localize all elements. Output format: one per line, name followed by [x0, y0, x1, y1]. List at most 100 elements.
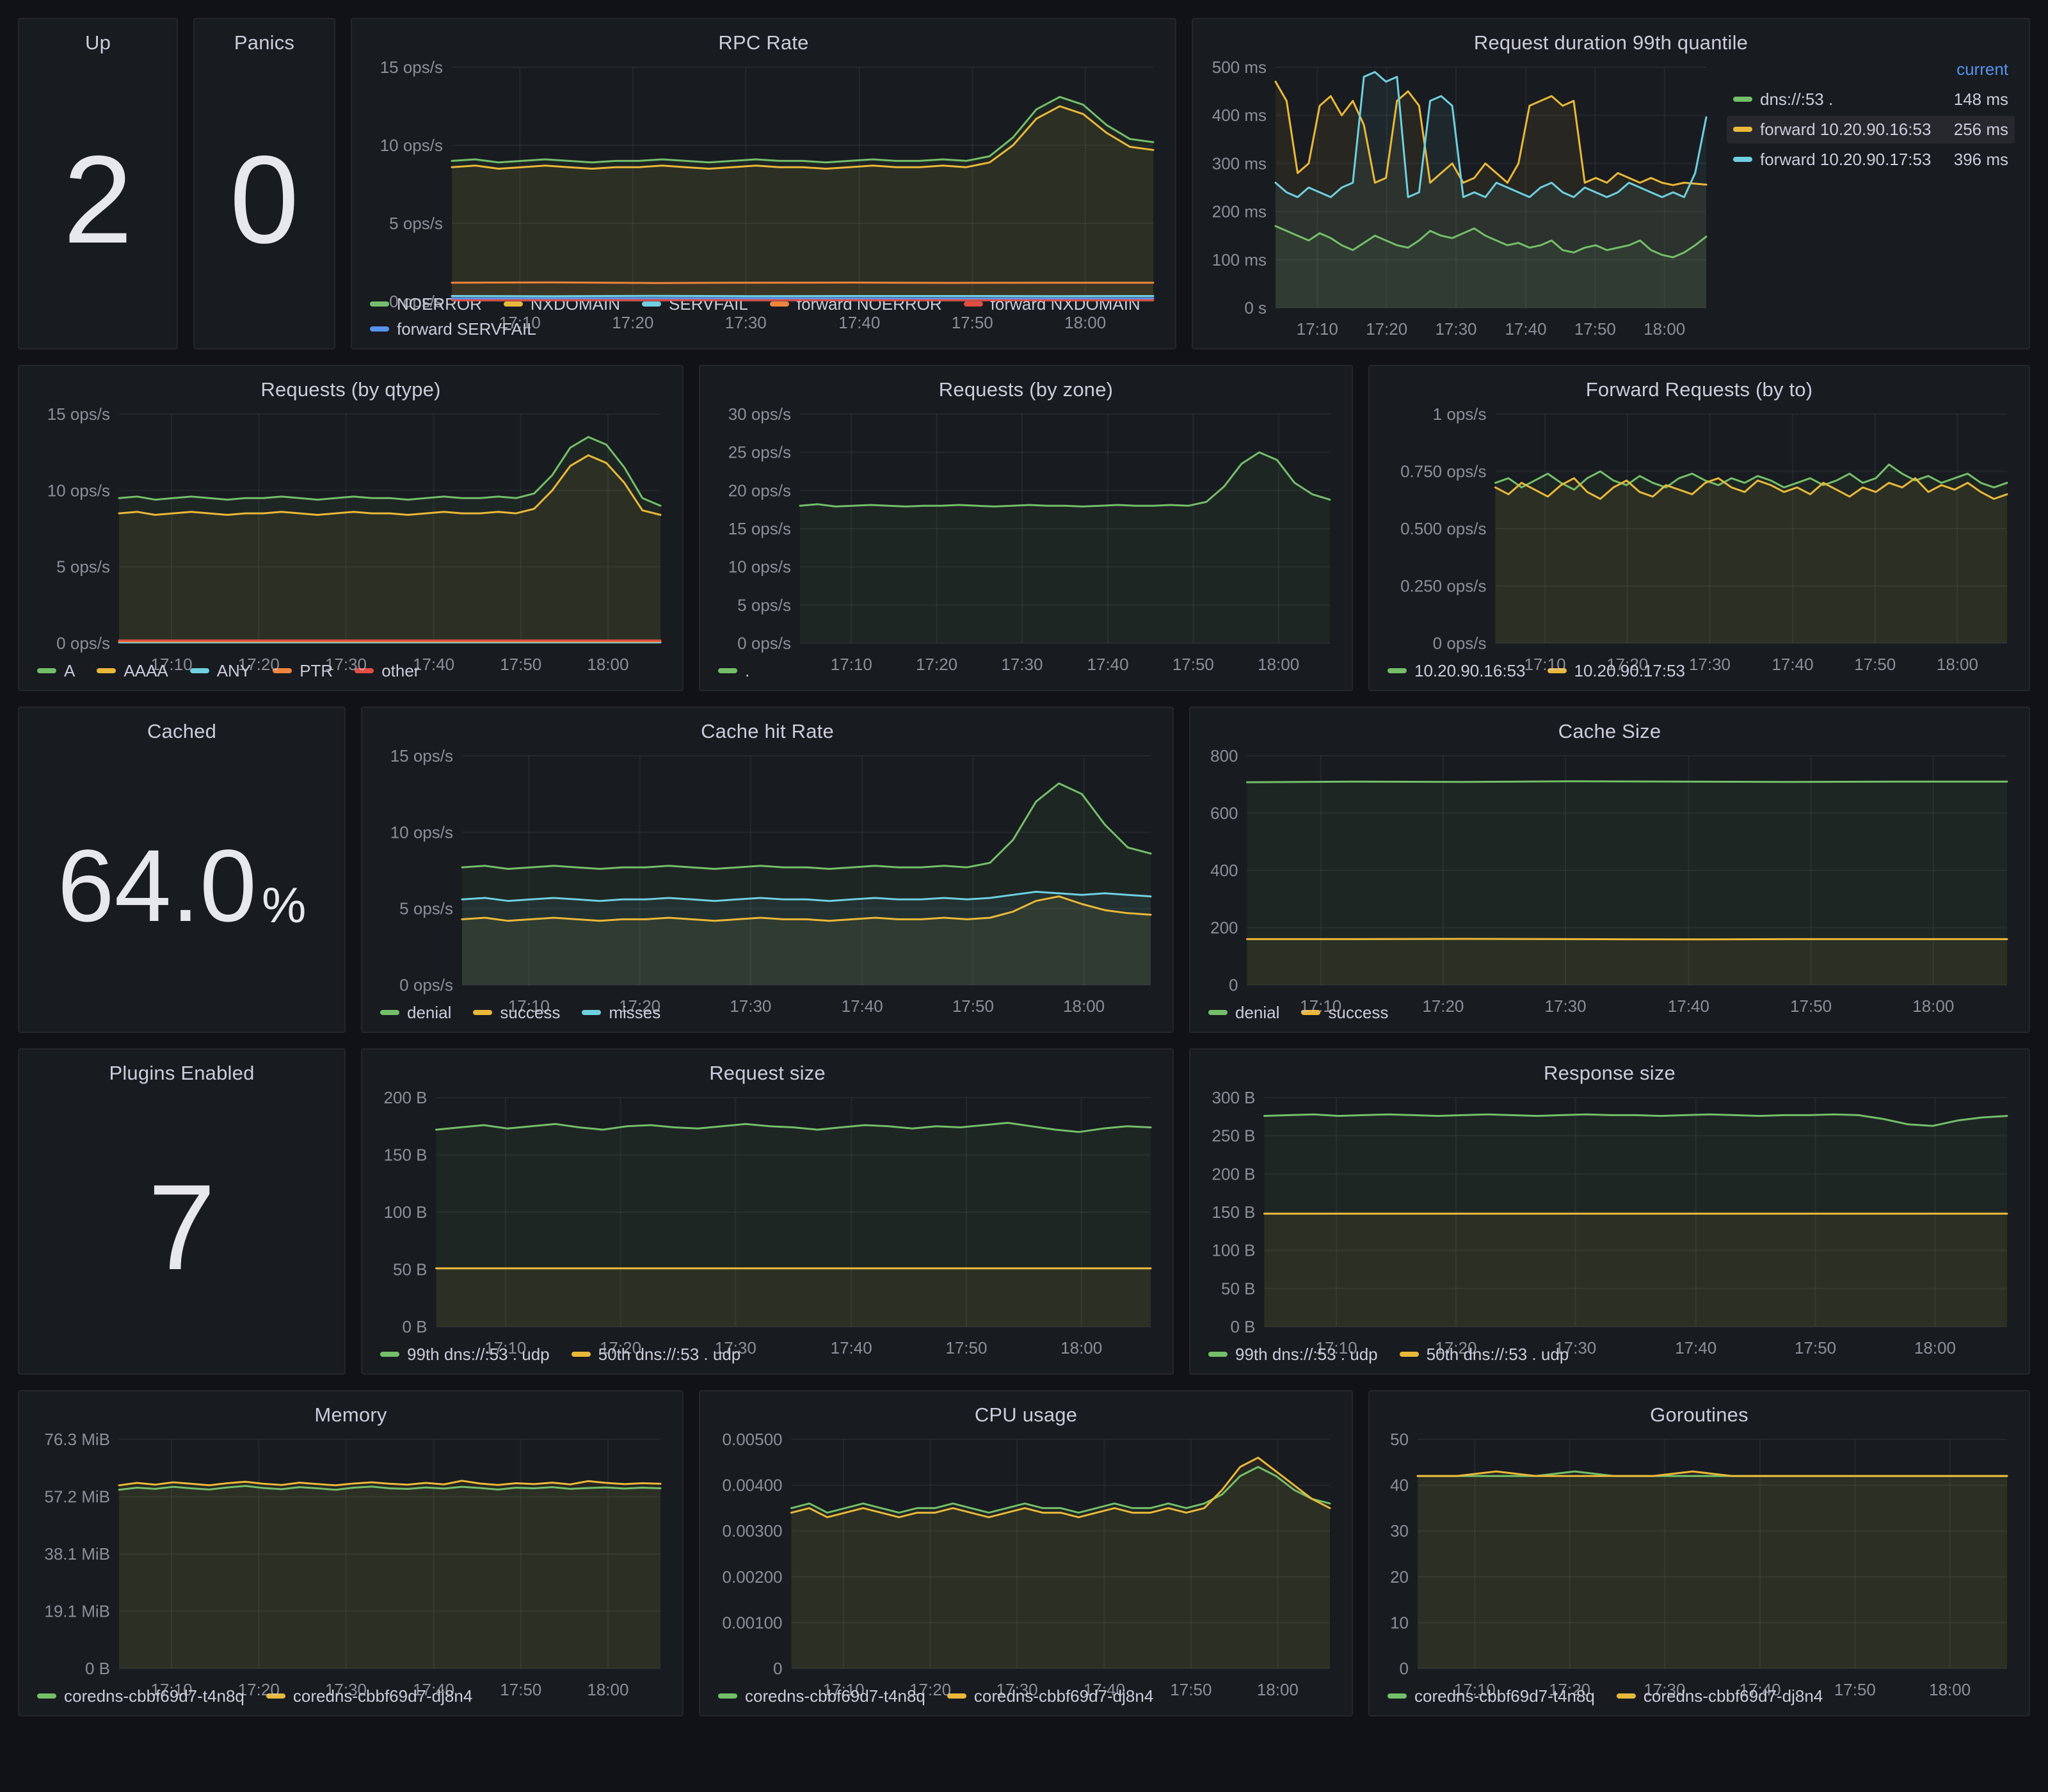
panel-cache-hit-rate: Cache hit Rate 0 ops/s 5 ops/s 10 ops/s 15 … — [361, 707, 1174, 1033]
svg-text:40: 40 — [1390, 1475, 1409, 1494]
legend-item[interactable]: PTR — [273, 660, 333, 682]
panel-title-cache-size[interactable]: Cache Size — [1558, 720, 1661, 742]
panel-request-size: Request size 0 B 50 B 100 B 150 B 200 B 17:10… — [361, 1048, 1174, 1375]
requests-zone-chart[interactable]: 0 ops/s 5 ops/s 10 ops/s 15 ops/s 20 ops/s 25… — [712, 404, 1340, 674]
panel-requests-qtype: Requests (by qtype) 0 ops/s 5 ops/s 10 ops… — [18, 365, 684, 691]
legend-item[interactable]: coredns-cbbf69d7-t4n8q — [37, 1685, 244, 1708]
legend-label: success — [500, 1002, 561, 1022]
panel-title-memory[interactable]: Memory — [314, 1404, 387, 1426]
legend-item[interactable]: AAAA — [97, 660, 168, 682]
cache-size-chart[interactable]: 0 200 400 600 800 17:10 17:20 17:30 17:40 17:50 18… — [1202, 746, 2017, 1016]
response-size-chart[interactable]: 0 B 50 B 100 B 150 B 200 B 250 B 300 B 17:10 17:… — [1202, 1088, 2017, 1357]
legend-item[interactable]: misses — [582, 1002, 660, 1024]
panel-title-requests-zone[interactable]: Requests (by zone) — [938, 378, 1114, 401]
chart-svg: 0 10 20 30 40 50 17:10 17:20 17:30 17:40 17:50 18:0… — [1390, 1430, 2008, 1699]
rpc-rate-chart[interactable]: 0 ops/s 5 ops/s 10 ops/s 15 ops/s 17:10 17:20… — [364, 58, 1164, 332]
panel-title-cpu-usage[interactable]: CPU usage — [974, 1404, 1078, 1426]
legend-item[interactable]: 99th dns://:53 . udp — [380, 1343, 550, 1366]
legend-current-value: 148 ms — [1953, 89, 2008, 109]
series-color-swatch — [1733, 97, 1752, 102]
svg-text:0.00400: 0.00400 — [723, 1475, 783, 1494]
panel-title-cached[interactable]: Cached — [147, 720, 217, 742]
request-size-chart[interactable]: 0 B 50 B 100 B 150 B 200 B 17:10 17:20 17:30 17:… — [374, 1088, 1161, 1357]
svg-text:17:50: 17:50 — [1170, 1680, 1212, 1699]
legend-item[interactable]: forward SERVFAIL — [370, 318, 536, 340]
panel-title-forward-requests[interactable]: Forward Requests (by to) — [1585, 378, 1813, 401]
svg-text:0 B: 0 B — [1230, 1317, 1255, 1336]
cache-hit-rate-chart[interactable]: 0 ops/s 5 ops/s 10 ops/s 15 ops/s 17:10 17:20… — [374, 746, 1161, 1016]
chart-svg: 0 B 50 B 100 B 150 B 200 B 250 B 300 B 17:10 17:… — [1212, 1088, 2008, 1357]
panel-title-plugins-enabled[interactable]: Plugins Enabled — [109, 1062, 255, 1084]
legend-item[interactable]: ANY — [189, 660, 251, 682]
legend-item[interactable]: coredns-cbbf69d7-dj8n4 — [266, 1685, 472, 1708]
forward-requests-chart[interactable]: 0 ops/s 0.250 ops/s 0.500 ops/s 0.750 ops/s… — [1381, 404, 2017, 674]
legend-item[interactable]: 10.20.90.16:53 — [1388, 660, 1526, 682]
memory-chart[interactable]: 0 B 19.1 MiB 38.1 MiB 57.2 MiB 76.3 MiB 17:10… — [31, 1430, 671, 1699]
legend-item[interactable]: coredns-cbbf69d7-dj8n4 — [947, 1685, 1153, 1708]
panel-title-panics[interactable]: Panics — [234, 31, 295, 54]
legend-item[interactable]: other — [355, 660, 419, 682]
svg-text:17:50: 17:50 — [952, 313, 993, 332]
goroutines-chart[interactable]: 0 10 20 30 40 50 17:10 17:20 17:30 17:40 17:50 18:0… — [1381, 1430, 2017, 1699]
svg-text:30: 30 — [1390, 1521, 1409, 1540]
panel-title-request-duration[interactable]: Request duration 99th quantile — [1473, 31, 1748, 54]
svg-text:10 ops/s: 10 ops/s — [380, 136, 443, 155]
svg-text:17:40: 17:40 — [838, 313, 880, 332]
svg-text:17:30: 17:30 — [325, 655, 367, 674]
series-color-swatch — [582, 1010, 602, 1016]
legend-item[interactable]: 10.20.90.17:53 — [1547, 660, 1685, 682]
svg-text:17:20: 17:20 — [238, 655, 280, 674]
legend-item[interactable]: dns://:53 . 148 ms — [1727, 86, 2015, 113]
legend-item[interactable]: coredns-cbbf69d7-t4n8q — [718, 1685, 925, 1708]
chart-svg: 0 ops/s 0.250 ops/s 0.500 ops/s 0.750 ops/s… — [1400, 404, 2008, 674]
legend-current-header[interactable]: current — [1956, 59, 2008, 79]
panel-title-request-size[interactable]: Request size — [709, 1062, 826, 1084]
legend-item[interactable]: 50th dns://:53 . udp — [1399, 1343, 1569, 1366]
cpu-usage-chart[interactable]: 0 0.00100 0.00200 0.00300 0.00400 0.00500 17:1… — [712, 1430, 1340, 1699]
panel-title-cache-hit-rate[interactable]: Cache hit Rate — [701, 720, 834, 742]
legend-item[interactable]: forward 10.20.90.17:53 396 ms — [1727, 146, 2015, 173]
request-duration-chart[interactable]: 0 s 100 ms 200 ms 300 ms 400 ms 500 ms 17:10 17… — [1204, 58, 1716, 342]
panel-title-up[interactable]: Up — [84, 31, 111, 54]
legend-item[interactable]: success — [1301, 1002, 1388, 1024]
legend-label: misses — [609, 1002, 661, 1022]
svg-text:300 B: 300 B — [1212, 1089, 1256, 1107]
panel-title-goroutines[interactable]: Goroutines — [1650, 1404, 1748, 1426]
legend-label: PTR — [300, 660, 333, 680]
legend-item[interactable]: A — [37, 660, 75, 682]
legend-item[interactable]: forward 10.20.90.16:53 256 ms — [1727, 115, 2015, 143]
legend-item[interactable]: success — [473, 1002, 560, 1024]
legend-item[interactable]: 50th dns://:53 . udp — [571, 1343, 740, 1366]
legend-item[interactable]: coredns-cbbf69d7-t4n8q — [1388, 1685, 1595, 1708]
legend-item[interactable]: . — [718, 660, 749, 682]
svg-text:5 ops/s: 5 ops/s — [56, 557, 110, 576]
svg-text:0.500 ops/s: 0.500 ops/s — [1400, 519, 1486, 538]
dashboard-row-4: Plugins Enabled 7 Request size 0 B 50 B 10… — [18, 1048, 2030, 1375]
legend-item[interactable]: coredns-cbbf69d7-dj8n4 — [1616, 1685, 1823, 1708]
panel-title-response-size[interactable]: Response size — [1544, 1062, 1676, 1084]
legend-item[interactable]: denial — [1208, 1002, 1279, 1024]
dashboard-row-5: Memory 0 B 19.1 MiB 38.1 MiB 57.2 MiB 76.3 M… — [18, 1390, 2030, 1716]
series-color-swatch — [380, 1352, 399, 1357]
svg-text:0.00300: 0.00300 — [723, 1521, 783, 1540]
svg-text:5 ops/s: 5 ops/s — [389, 214, 443, 233]
svg-text:18:00: 18:00 — [587, 1680, 628, 1699]
svg-text:0 B: 0 B — [402, 1317, 427, 1336]
panel-memory: Memory 0 B 19.1 MiB 38.1 MiB 57.2 MiB 76.3 M… — [18, 1390, 684, 1716]
svg-text:0 B: 0 B — [85, 1659, 110, 1678]
svg-text:17:10: 17:10 — [1454, 1680, 1496, 1699]
panel-title-requests-qtype[interactable]: Requests (by qtype) — [260, 378, 441, 401]
svg-text:17:30: 17:30 — [1644, 1680, 1685, 1699]
requests-zone-legend: . — [712, 655, 1340, 684]
svg-text:17:40: 17:40 — [1772, 655, 1813, 674]
chart-svg: 0 ops/s 5 ops/s 10 ops/s 15 ops/s 17:10 17:20… — [47, 404, 662, 674]
svg-text:17:20: 17:20 — [1366, 319, 1407, 339]
svg-text:0.00200: 0.00200 — [723, 1567, 783, 1586]
legend-item[interactable]: denial — [380, 1002, 451, 1024]
legend-label: other — [381, 660, 420, 680]
requests-qtype-chart[interactable]: 0 ops/s 5 ops/s 10 ops/s 15 ops/s 17:10 17:20… — [31, 404, 671, 674]
legend-item[interactable]: 99th dns://:53 . udp — [1208, 1343, 1378, 1366]
panel-title-rpc-rate[interactable]: RPC Rate — [718, 31, 809, 54]
svg-text:17:10: 17:10 — [1300, 996, 1341, 1016]
chart-svg: 0 ops/s 5 ops/s 10 ops/s 15 ops/s 17:10 17:20… — [380, 58, 1155, 332]
